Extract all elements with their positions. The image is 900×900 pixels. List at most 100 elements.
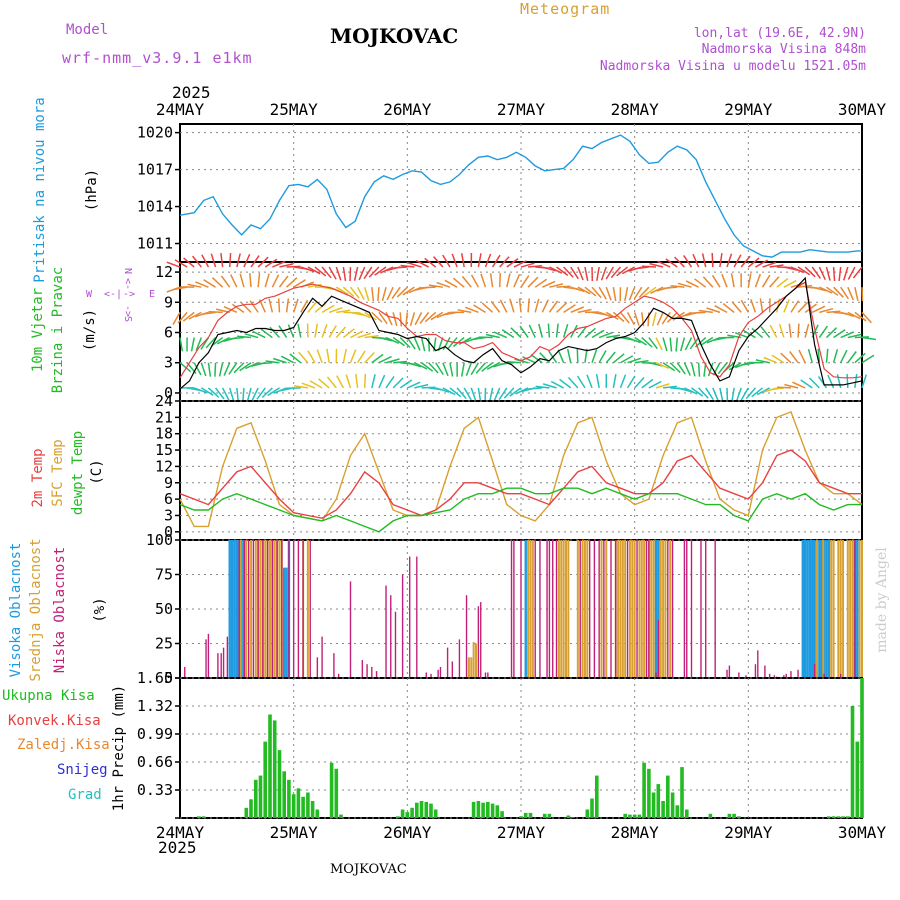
wind-arrow: [797, 323, 800, 338]
wind-arrow: [289, 353, 302, 364]
wind-arrow: [669, 337, 673, 352]
gust-line: [179, 281, 863, 379]
precip-bar: [500, 811, 504, 818]
wind-arrow: [783, 280, 797, 288]
precip-bar: [277, 750, 282, 818]
wind-arrow: [510, 327, 522, 339]
precip-bar: [737, 816, 741, 818]
y-tick-label: 1.65: [137, 669, 173, 687]
wind-arrow: [419, 311, 430, 324]
wind-arrow: [378, 311, 388, 325]
wind-arrow: [557, 349, 565, 364]
wind-arrow: [612, 311, 625, 323]
wind-arrow: [734, 332, 749, 339]
precip-bar: [287, 779, 291, 818]
y-tick-label: 25: [155, 635, 173, 653]
pressure-line: [179, 134, 862, 258]
wind-arrow: [751, 387, 764, 398]
wind-arrow: [644, 286, 657, 297]
wind-arrow: [807, 348, 813, 363]
wind-arrow: [392, 312, 398, 327]
wind-arrow: [577, 308, 592, 314]
date-tick-top: 28MAY: [611, 100, 660, 119]
wind-arrow: [854, 287, 859, 301]
wind-arrow: [335, 266, 342, 281]
wind-arrow: [177, 311, 188, 324]
model-name: wrf-nmm_v3.9.1 e1km: [62, 49, 253, 67]
wind-arrow: [620, 355, 634, 364]
wind-arrow: [769, 276, 780, 288]
svg-text:<-: <-: [122, 278, 133, 290]
wind-arrow: [861, 354, 875, 364]
wind-arrow: [684, 387, 698, 395]
precip-bar: [727, 813, 732, 818]
y-tick-label: 1011: [137, 235, 173, 253]
precip-bar: [490, 803, 495, 818]
wind-arrow: [221, 387, 230, 401]
precip-bar: [590, 798, 594, 818]
wind-arrow: [381, 286, 387, 301]
wind-arrow: [847, 333, 862, 339]
wind-arrow: [827, 374, 835, 389]
precip-bar: [595, 775, 599, 818]
wind-arrow: [195, 281, 209, 288]
wind-arrow: [804, 323, 810, 338]
wind-arrow: [808, 377, 820, 389]
precip-bar: [254, 779, 258, 818]
wind-arrow: [556, 285, 571, 288]
precip-bar: [244, 807, 249, 818]
precip-bar: [315, 809, 320, 818]
wind-arrow: [363, 286, 370, 301]
wind-arrow: [207, 387, 220, 398]
precip-bar: [415, 802, 419, 818]
precip-bar: [542, 813, 547, 818]
wind-arrow: [435, 387, 450, 393]
wind-arrow: [840, 311, 855, 318]
precip-bar: [585, 809, 590, 818]
wind-arrow: [689, 337, 700, 350]
precip-bar: [433, 809, 438, 818]
wind-arrow: [240, 301, 252, 313]
y-tick-label: 0.66: [137, 753, 173, 771]
wind-arrow: [336, 375, 345, 389]
panel-3: 0 25 50 75 100: [146, 531, 863, 687]
wind-arrow: [424, 311, 437, 323]
wind-arrow: [243, 253, 251, 268]
wind-arrow: [231, 303, 245, 313]
y-tick-label: 0.99: [137, 725, 173, 743]
panel-0: 1011 1014 1017 1020: [137, 123, 863, 263]
wind-arrow: [278, 275, 289, 288]
date-tick-bottom: 26MAY: [383, 823, 432, 842]
wind-arrow: [598, 286, 607, 300]
wind-arrow: [566, 348, 572, 363]
date-tick-top: 24MAY: [156, 100, 205, 119]
wind-arrow: [726, 253, 733, 268]
wind-arrow: [740, 255, 751, 268]
wind-arrow: [621, 266, 636, 275]
sfc-temp-side-label: SFC Temp: [50, 439, 66, 506]
wind-arrow: [818, 266, 826, 281]
wind-arrow: [691, 311, 706, 314]
legend-snow: Snijeg: [57, 762, 108, 778]
wind-arrow: [236, 387, 240, 402]
wind-arrow: [506, 273, 511, 288]
wind-arrow: [624, 287, 629, 302]
wind-arrow: [745, 387, 757, 400]
temp2m-line: [179, 449, 862, 519]
wind-arrow: [541, 299, 549, 313]
wind-arrow: [840, 331, 854, 339]
date-tick-top: 27MAY: [497, 100, 546, 119]
wind-arrow: [634, 336, 647, 346]
wind-arrow: [760, 326, 771, 339]
wind-arrow: [655, 337, 663, 351]
y-tick-label: 1.32: [137, 697, 173, 715]
wind-arrow: [179, 362, 192, 373]
wind-arrow: [548, 300, 559, 313]
wind-arrow: [318, 378, 330, 389]
precip-bar: [519, 816, 523, 818]
precip-bar: [732, 813, 736, 818]
wind-arrow: [790, 266, 805, 274]
wind-arrow: [385, 375, 395, 389]
precip-bar: [329, 762, 334, 818]
wind-arrow: [679, 337, 686, 352]
